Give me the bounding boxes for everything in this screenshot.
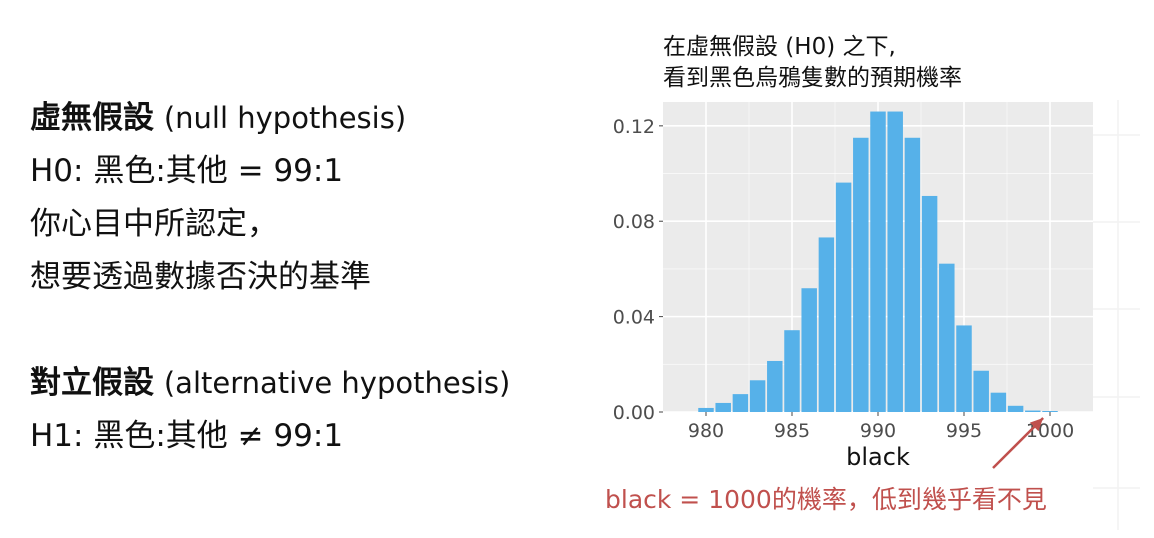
null-hypothesis-heading: 虛無假設 (null hypothesis) [30,92,590,145]
bar-987 [818,237,835,412]
bar-990 [870,111,886,413]
y-tick-label: 0.08 [613,211,655,233]
bar-981 [715,402,731,412]
bar-986 [801,288,817,412]
bar-984 [767,360,783,412]
chart-caption-line-2: 看到黑色烏鴉隻數的預期機率 [663,65,962,91]
bar-989 [853,137,869,412]
null-hypothesis-title-en: (null hypothesis) [163,101,407,135]
bar-997 [990,392,1007,412]
alt-hypothesis-heading: 對立假設 (alternative hypothesis) [30,357,590,410]
annotation-arrow-head [1029,418,1044,432]
chart-caption-line-1: 在虛無假設 (H0) 之下, [663,34,896,60]
null-description-line-2: 想要透過數據否決的基準 [30,259,371,295]
y-tick-label: 0.12 [613,116,655,138]
y-tick-label: 0.04 [613,307,655,329]
bar-988 [835,182,852,412]
y-tick-label: 0.00 [613,402,655,424]
bar-998 [1007,405,1024,412]
h0-statement: H0: 黑色:其他 = 99:1 [30,153,344,189]
null-hypothesis-title: 虛無假設 [30,100,154,136]
bar-992 [904,137,921,412]
bar-1000 [1042,411,1058,412]
chart-caption: 在虛無假設 (H0) 之下, 看到黑色烏鴉隻數的預期機率 [663,32,962,94]
x-tick-label: 985 [774,420,810,442]
hypothesis-text-block: 虛無假設 (null hypothesis) H0: 黑色:其他 = 99:1 … [30,92,590,463]
alt-hypothesis-title-en: (alternative hypothesis) [163,366,511,400]
x-tick-label: 995 [946,420,982,442]
bar-995 [956,325,972,412]
bar-982 [732,394,749,412]
bar-983 [749,380,766,412]
bar-991 [887,111,903,413]
x-tick-label: 980 [688,420,724,442]
alt-hypothesis-title: 對立假設 [30,365,154,401]
null-description-line-1: 你心目中所認定， [30,206,278,242]
bar-994 [939,263,955,412]
h1-statement: H1: 黑色:其他 ≠ 99:1 [30,418,344,454]
bar-980 [698,407,714,412]
x-axis-title: black [846,443,910,471]
x-tick-label: 990 [860,420,896,442]
annotation-note: black = 1000的機率，低到幾乎看不見 [605,485,1047,514]
bar-993 [921,195,938,412]
bar-985 [784,330,800,412]
bar-999 [1025,410,1041,412]
bar-996 [973,370,989,412]
